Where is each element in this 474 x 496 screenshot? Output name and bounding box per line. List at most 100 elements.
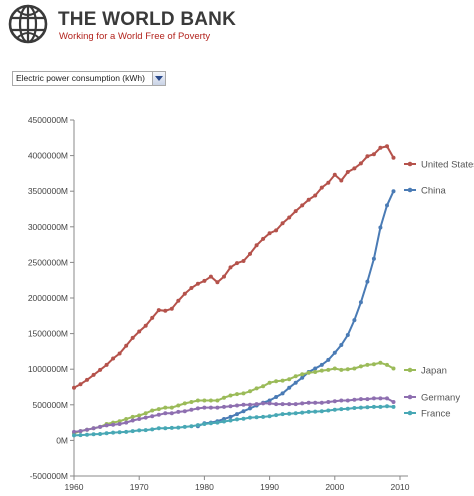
data-point-france [365,405,370,410]
data-point-united-states [143,323,148,328]
data-point-france [169,425,174,430]
data-point-united-states [228,265,233,270]
data-point-united-states [208,274,213,279]
x-tick-label: 1960 [65,482,84,492]
data-point-germany [235,403,239,408]
data-point-united-states [98,367,103,372]
data-point-germany [365,397,370,402]
data-point-japan [365,362,370,367]
line-chart: 4500000M 4000000M 3500000M 3000000M 2500000M… [28,115,474,492]
site-header: THE WORLD BANK Working for a World Free … [0,0,474,50]
data-point-china [365,279,370,284]
legend-marker-germany [407,394,413,400]
data-point-japan [150,408,155,413]
data-point-france [215,420,220,425]
data-point-france [385,404,389,409]
data-point-united-states [222,274,226,279]
data-point-france [313,409,318,414]
chart-series [72,144,396,438]
indicator-select[interactable]: Electric power consumption (kWh) [12,71,166,86]
data-point-france [241,416,246,421]
data-point-united-states [274,228,279,233]
data-point-japan [176,403,181,408]
data-point-france [254,415,259,420]
data-point-united-states [306,197,311,202]
legend-label-china: China [421,186,447,197]
data-point-united-states [241,259,246,263]
y-tick-label: 0M [56,435,68,445]
data-point-france [137,428,142,433]
data-point-united-states [326,180,331,185]
data-point-united-states [156,308,161,313]
data-point-japan [208,398,213,403]
data-point-united-states [287,215,292,220]
data-point-united-states [378,145,383,150]
data-point-france [195,423,200,428]
data-point-france [280,412,285,417]
data-point-germany [332,399,337,404]
data-point-japan [195,398,200,403]
data-point-china [241,409,246,414]
legend-label-france: France [421,409,451,420]
data-point-japan [339,367,344,372]
data-point-japan [130,414,135,419]
data-point-france [300,410,305,415]
data-point-united-states [202,278,207,283]
data-point-france [235,417,239,422]
data-point-united-states [85,377,89,382]
data-point-germany [241,402,246,407]
data-point-japan [163,405,168,410]
data-point-united-states [72,385,76,390]
data-point-japan [235,392,239,397]
data-point-france [339,407,344,412]
data-point-china [267,398,272,403]
data-point-germany [313,400,318,405]
data-point-germany [182,409,187,414]
chevron-down-icon [155,76,163,81]
data-point-germany [111,422,116,427]
data-point-japan [117,419,122,424]
data-point-france [111,430,116,435]
x-tick-label: 1980 [195,482,214,492]
data-point-china [274,395,279,399]
data-point-united-states [248,251,252,256]
data-point-japan [241,391,246,396]
data-point-united-states [267,231,272,236]
data-point-united-states [163,308,168,313]
data-point-germany [163,411,168,416]
indicator-select-value: Electric power consumption (kWh) [16,73,145,83]
data-point-france [85,432,89,437]
data-point-japan [385,362,389,367]
x-tick-label: 2010 [391,482,410,492]
legend-marker-japan [407,367,413,373]
data-point-united-states [313,193,318,198]
data-point-japan [293,374,298,379]
data-point-japan [215,398,220,403]
data-point-china [293,380,298,385]
globe-logo-icon[interactable] [8,4,48,44]
chart-legend: United States China Japan Germany France [404,160,474,420]
data-point-united-states [371,152,376,157]
data-point-france [326,408,331,413]
data-point-japan [248,389,252,394]
data-point-germany [261,401,266,406]
data-point-france [228,418,233,423]
data-point-france [267,414,272,419]
data-point-france [306,409,311,414]
data-point-germany [358,397,363,402]
data-point-germany [150,414,155,419]
data-point-germany [293,402,298,407]
data-point-japan [391,366,396,371]
data-point-japan [313,370,318,374]
data-point-united-states [195,281,200,286]
data-point-china [326,357,331,362]
data-point-germany [176,409,181,414]
data-point-china [235,412,239,417]
data-point-france [124,429,129,434]
data-point-japan [169,405,174,410]
data-point-germany [91,426,96,431]
data-point-united-states [358,161,363,166]
data-point-germany [267,401,272,406]
dropdown-button[interactable] [152,72,165,85]
data-point-japan [124,417,129,421]
